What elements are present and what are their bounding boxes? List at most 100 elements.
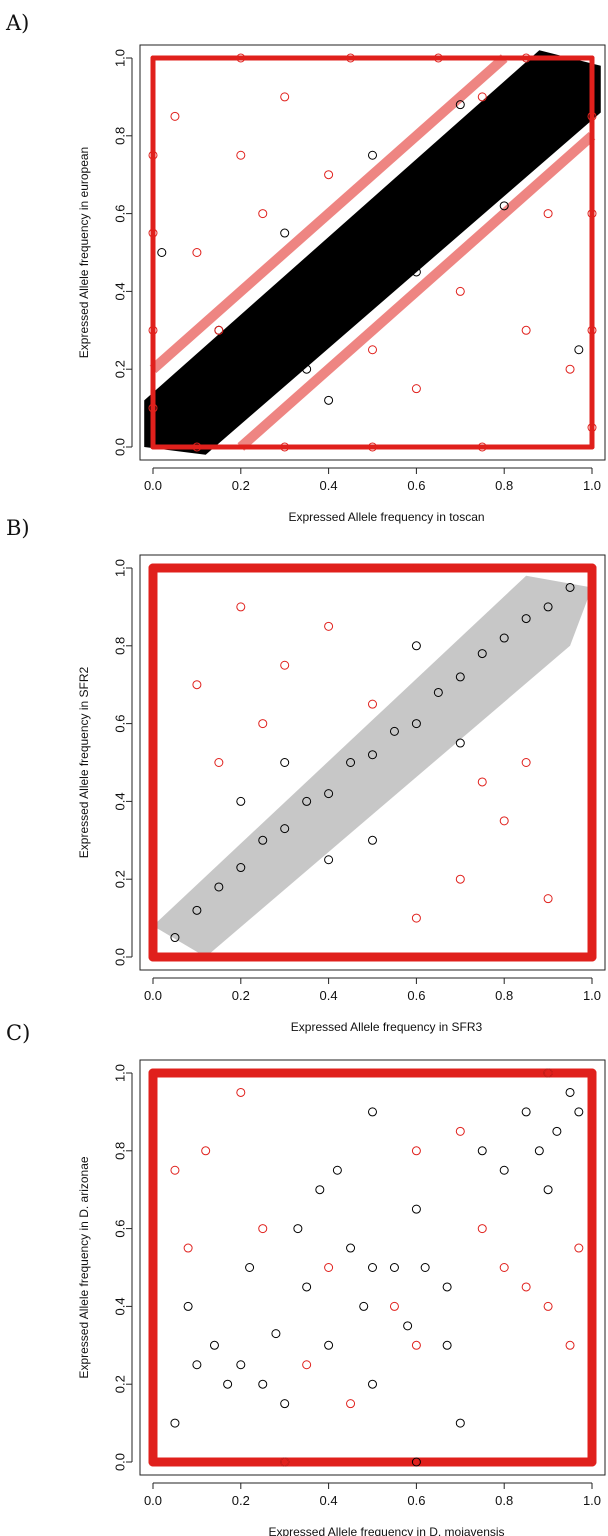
data-point	[411, 267, 421, 277]
data-point	[565, 1340, 575, 1350]
x-axis-label: Expressed Allele frequency in SFR3	[291, 1020, 483, 1034]
data-point	[148, 403, 158, 413]
data-point	[192, 905, 202, 915]
y-tick-label: 0.6	[113, 1220, 128, 1238]
data-point	[148, 1185, 158, 1195]
data-point	[148, 1263, 158, 1272]
data-point	[315, 1185, 325, 1195]
data-point	[170, 419, 180, 429]
data-point	[477, 649, 487, 659]
data-point	[587, 1438, 597, 1448]
data-point	[411, 641, 421, 651]
data-point	[236, 1087, 246, 1097]
y-tick-label: 0.8	[113, 637, 128, 655]
panel-label: B)	[6, 516, 30, 540]
plot-frame	[139, 554, 606, 971]
data-point	[236, 53, 246, 63]
dense-point-band	[153, 575, 592, 957]
data-point	[368, 248, 377, 257]
data-point	[258, 719, 268, 729]
data-point	[302, 1360, 312, 1370]
panel-label: C)	[6, 1021, 30, 1045]
data-point	[389, 1263, 399, 1272]
data-point	[368, 1379, 377, 1389]
data-point	[411, 209, 421, 219]
data-point	[543, 563, 553, 573]
x-axis-label: Expressed Allele frequency in toscan	[288, 510, 484, 524]
data-point	[324, 855, 334, 865]
data-point	[183, 403, 193, 413]
data-point	[148, 1340, 158, 1350]
data-point	[587, 325, 597, 335]
data-point	[587, 1204, 597, 1214]
data-point	[302, 1282, 312, 1292]
data-point	[214, 758, 224, 767]
data-point	[368, 835, 377, 845]
data-point	[368, 699, 377, 709]
data-point	[389, 726, 399, 736]
x-tick-label: 0.0	[144, 1493, 162, 1508]
data-point	[499, 952, 509, 962]
data-point	[433, 687, 443, 697]
plot-points	[148, 563, 597, 962]
y-tick-label: 1.0	[113, 559, 128, 577]
data-point	[455, 100, 465, 110]
data-point	[214, 882, 224, 892]
y-tick-label: 0.6	[113, 715, 128, 733]
data-point	[477, 442, 487, 452]
data-point	[368, 1107, 377, 1117]
data-point	[148, 758, 158, 767]
data-point	[324, 789, 334, 799]
data-point	[236, 796, 246, 806]
data-point	[477, 92, 487, 102]
data-point	[455, 672, 465, 682]
data-point	[214, 325, 224, 335]
data-point	[420, 1263, 430, 1272]
data-point	[543, 1301, 553, 1311]
data-point	[521, 1107, 531, 1117]
data-point	[587, 423, 597, 433]
x-tick-label: 1.0	[583, 1493, 601, 1508]
data-point	[587, 913, 597, 923]
data-point	[346, 1243, 356, 1253]
data-point	[302, 796, 312, 806]
data-point	[280, 824, 290, 834]
data-point	[258, 349, 268, 359]
panel-2: B) 0.0 0.2 0.4 0.6 0.8 1.0 0.0 0.2 0.4 0.6 0.8 1.0 Ex…	[6, 516, 606, 1034]
x-tick-label: 0.0	[144, 478, 162, 493]
data-point	[565, 76, 575, 86]
data-point	[368, 952, 377, 962]
data-point	[565, 1087, 575, 1097]
data-point	[552, 1126, 562, 1136]
data-point	[236, 863, 246, 873]
plot-frame	[139, 1059, 606, 1476]
data-point	[442, 1340, 452, 1350]
data-point	[543, 209, 553, 219]
data-point	[280, 1457, 290, 1467]
data-point	[534, 1146, 544, 1156]
data-point	[403, 1321, 413, 1331]
data-point	[346, 758, 356, 767]
data-point	[499, 1263, 509, 1272]
data-point	[587, 1360, 597, 1370]
data-point	[280, 758, 290, 767]
data-point	[201, 1146, 211, 1156]
data-point	[368, 1457, 377, 1467]
x-tick-label: 0.6	[407, 988, 425, 1003]
data-point	[411, 1340, 421, 1350]
data-point	[543, 894, 553, 904]
data-point	[565, 582, 575, 592]
data-point	[574, 345, 584, 355]
data-point	[258, 1224, 268, 1234]
data-point	[455, 1457, 465, 1467]
data-point	[543, 1457, 553, 1467]
data-point	[293, 1224, 303, 1234]
data-point	[389, 224, 399, 234]
data-point	[411, 384, 421, 394]
data-point	[411, 1457, 421, 1467]
y-tick-label: 0.2	[113, 360, 128, 378]
data-point	[587, 1126, 597, 1136]
data-point	[280, 1399, 290, 1409]
x-tick-label: 0.0	[144, 988, 162, 1003]
data-point	[236, 150, 246, 160]
